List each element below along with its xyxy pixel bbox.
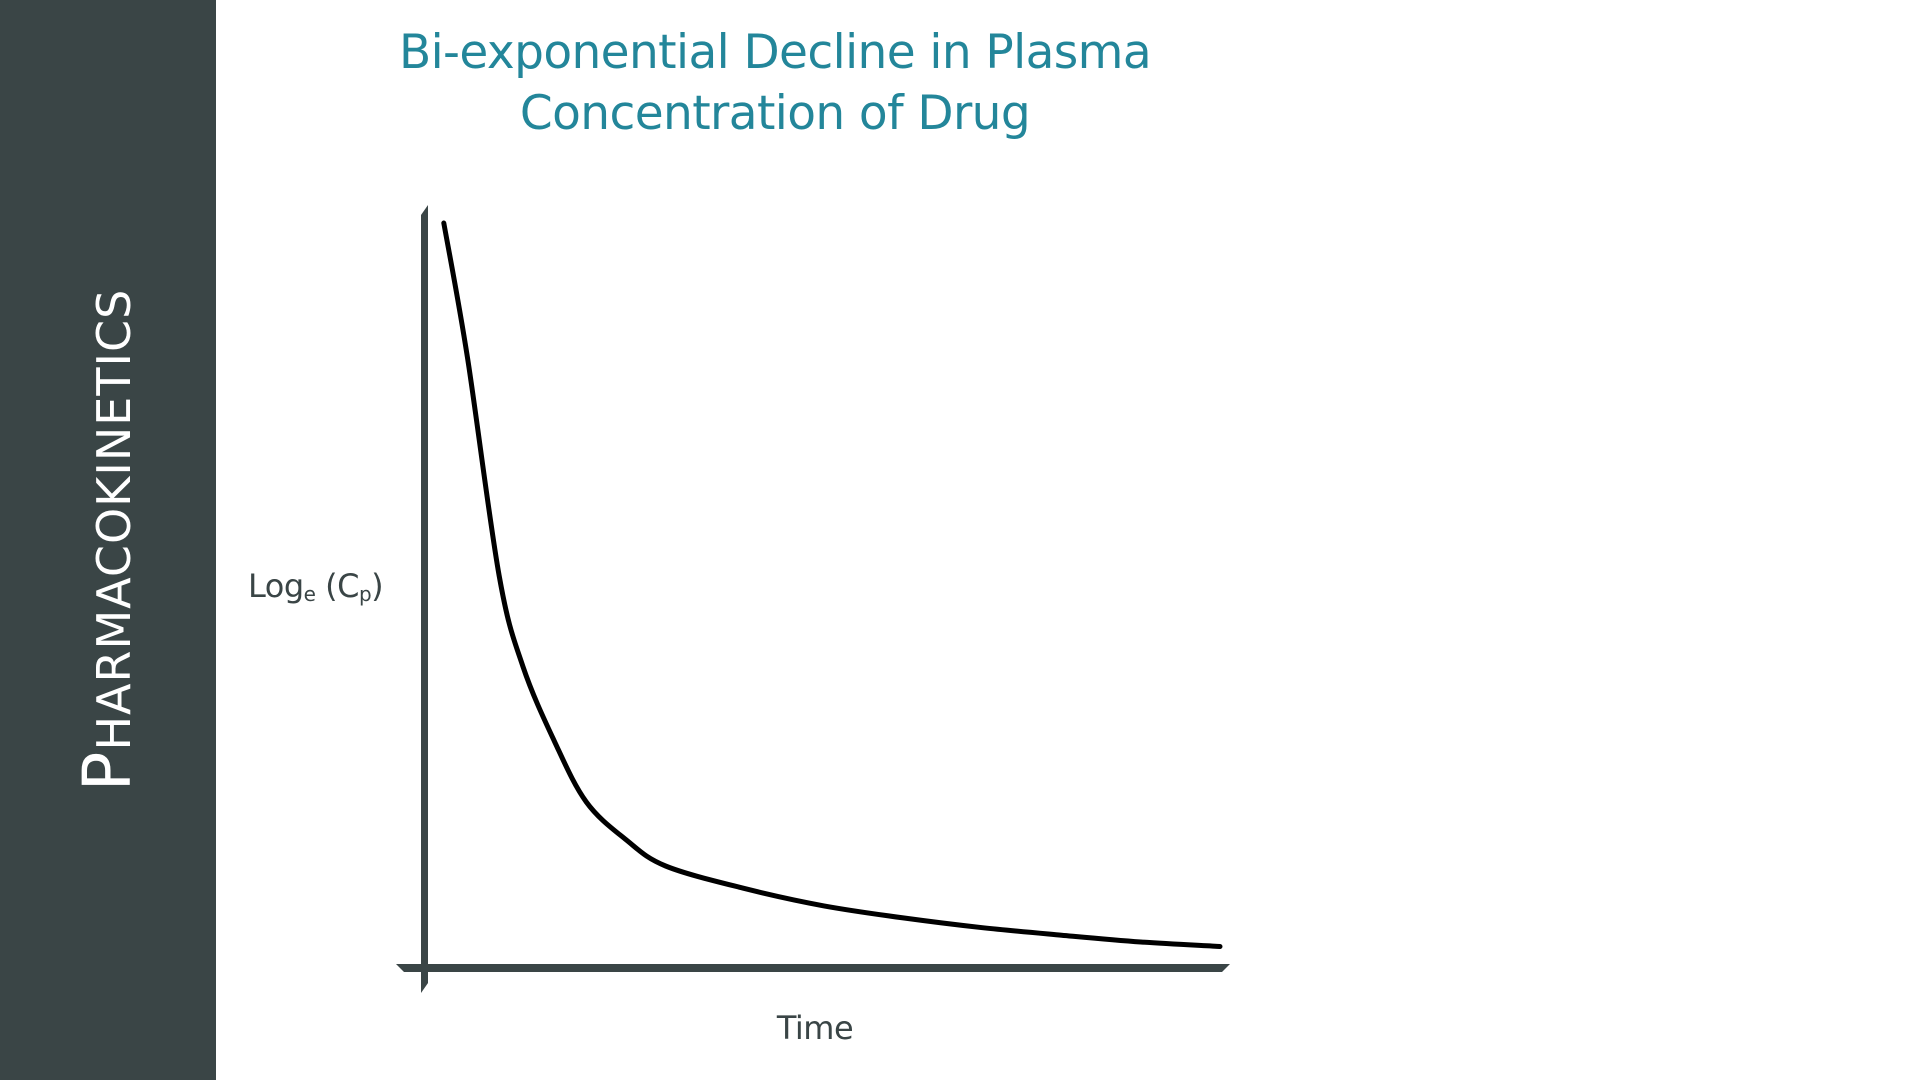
- y-axis-label-subscript-e: e: [303, 582, 316, 606]
- y-axis-label: Loge (Cp): [248, 566, 384, 606]
- y-axis-label-base: Log: [248, 567, 304, 605]
- chart-title-line-2: Concentration of Drug: [519, 86, 1031, 141]
- chart-title-line-1: Bi-exponential Decline in Plasma: [398, 25, 1152, 80]
- y-axis-label-end: ): [371, 567, 384, 605]
- y-axis-line: [421, 205, 428, 993]
- x-axis-line: [396, 964, 1230, 972]
- y-axis-label-subscript-p: p: [358, 582, 372, 606]
- chart-title: Bi-exponential Decline in Plasma Concent…: [330, 22, 1220, 144]
- x-axis-label: Time: [776, 1009, 854, 1047]
- y-axis-label-mid: (C: [315, 567, 359, 605]
- data-series-line: [441, 220, 1223, 949]
- sidebar: Pharmacokinetics: [0, 0, 216, 1080]
